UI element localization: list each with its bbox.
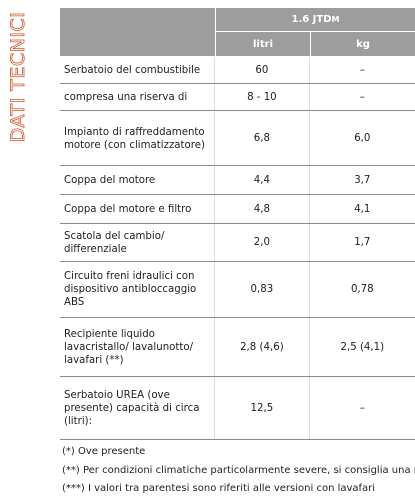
table-row: Coppa del motore e filtro 4,8 4,1 <box>60 195 415 224</box>
cell-label: Coppa del motore <box>64 175 156 186</box>
cell-litri: 0,83 <box>214 262 308 317</box>
header-blank <box>60 8 215 56</box>
cell-label: Serbatoio del combustibile <box>64 64 201 76</box>
table-row: Serbatoio UREA (ove presente) capacità d… <box>60 377 415 440</box>
cell-litri: 60 <box>214 57 308 83</box>
cell-litri: 4,4 <box>214 167 308 194</box>
cell-litri: 2,8 (4,6) <box>214 318 308 376</box>
cell-kg: – <box>308 57 415 83</box>
cell-kg: 6,0 <box>308 112 415 165</box>
cell-label: compresa una riserva di <box>64 91 188 103</box>
cell-kg: 1,7 <box>308 224 415 261</box>
cell-label: Recipiente liquido lavacristallo/ lavalu… <box>64 328 194 366</box>
table-row: Recipiente liquido lavacristallo/ lavalu… <box>60 318 415 377</box>
cell-litri: 2,0 <box>214 224 308 261</box>
cell-label: Coppa del motore e filtro <box>64 203 192 215</box>
cell-litri: 12,5 <box>214 377 308 439</box>
cell-label: Circuito freni idraulici con dispositivo… <box>64 271 197 308</box>
table-row: Impianto di raffreddamento motore (con c… <box>60 112 415 166</box>
cell-kg: 4,1 <box>308 195 415 223</box>
side-title: DATI TECNICI <box>7 11 30 143</box>
table-row: Scatola del cambio/ differenziale 2,0 1,7 <box>60 224 415 262</box>
cell-kg: – <box>308 377 415 439</box>
table-row: Circuito freni idraulici con dispositivo… <box>60 262 415 318</box>
cell-kg: 3,7 <box>308 167 415 194</box>
engine-sub: M <box>331 15 340 24</box>
footnote: (***) I valori tra parentesi sono riferi… <box>62 483 376 494</box>
engine: 1.6 JTD <box>291 14 332 25</box>
cell-label: Impianto di raffreddamento motore (con c… <box>64 126 205 151</box>
cell-kg: – <box>308 84 415 110</box>
cell-litri: 6,8 <box>214 112 308 165</box>
cell-litri: 4,8 <box>214 195 308 223</box>
footnote: (**) Per condizioni climatiche particola… <box>62 465 415 476</box>
cell-label: Serbatoio UREA (ove presente) capacità d… <box>64 389 200 427</box>
table-row: Serbatoio del combustibile 60– <box>60 57 415 84</box>
col-litri: litri <box>216 32 310 56</box>
cell-litri: 8 - 10 <box>214 84 308 110</box>
header-engine: 1.6 JTD M <box>216 8 415 31</box>
cell-kg: 0,78 <box>308 262 415 317</box>
table-row: Coppa del motore 4,4 3,7 <box>60 167 415 195</box>
col-kg: kg <box>311 32 415 56</box>
cell-label: Scatola del cambio/ differenziale <box>64 230 165 255</box>
cell-kg: 2,5 (4,1) <box>308 318 415 376</box>
footnote: (*) Ove presente <box>62 446 146 457</box>
table-row: compresa una riserva di 8 - 10– <box>60 84 415 111</box>
